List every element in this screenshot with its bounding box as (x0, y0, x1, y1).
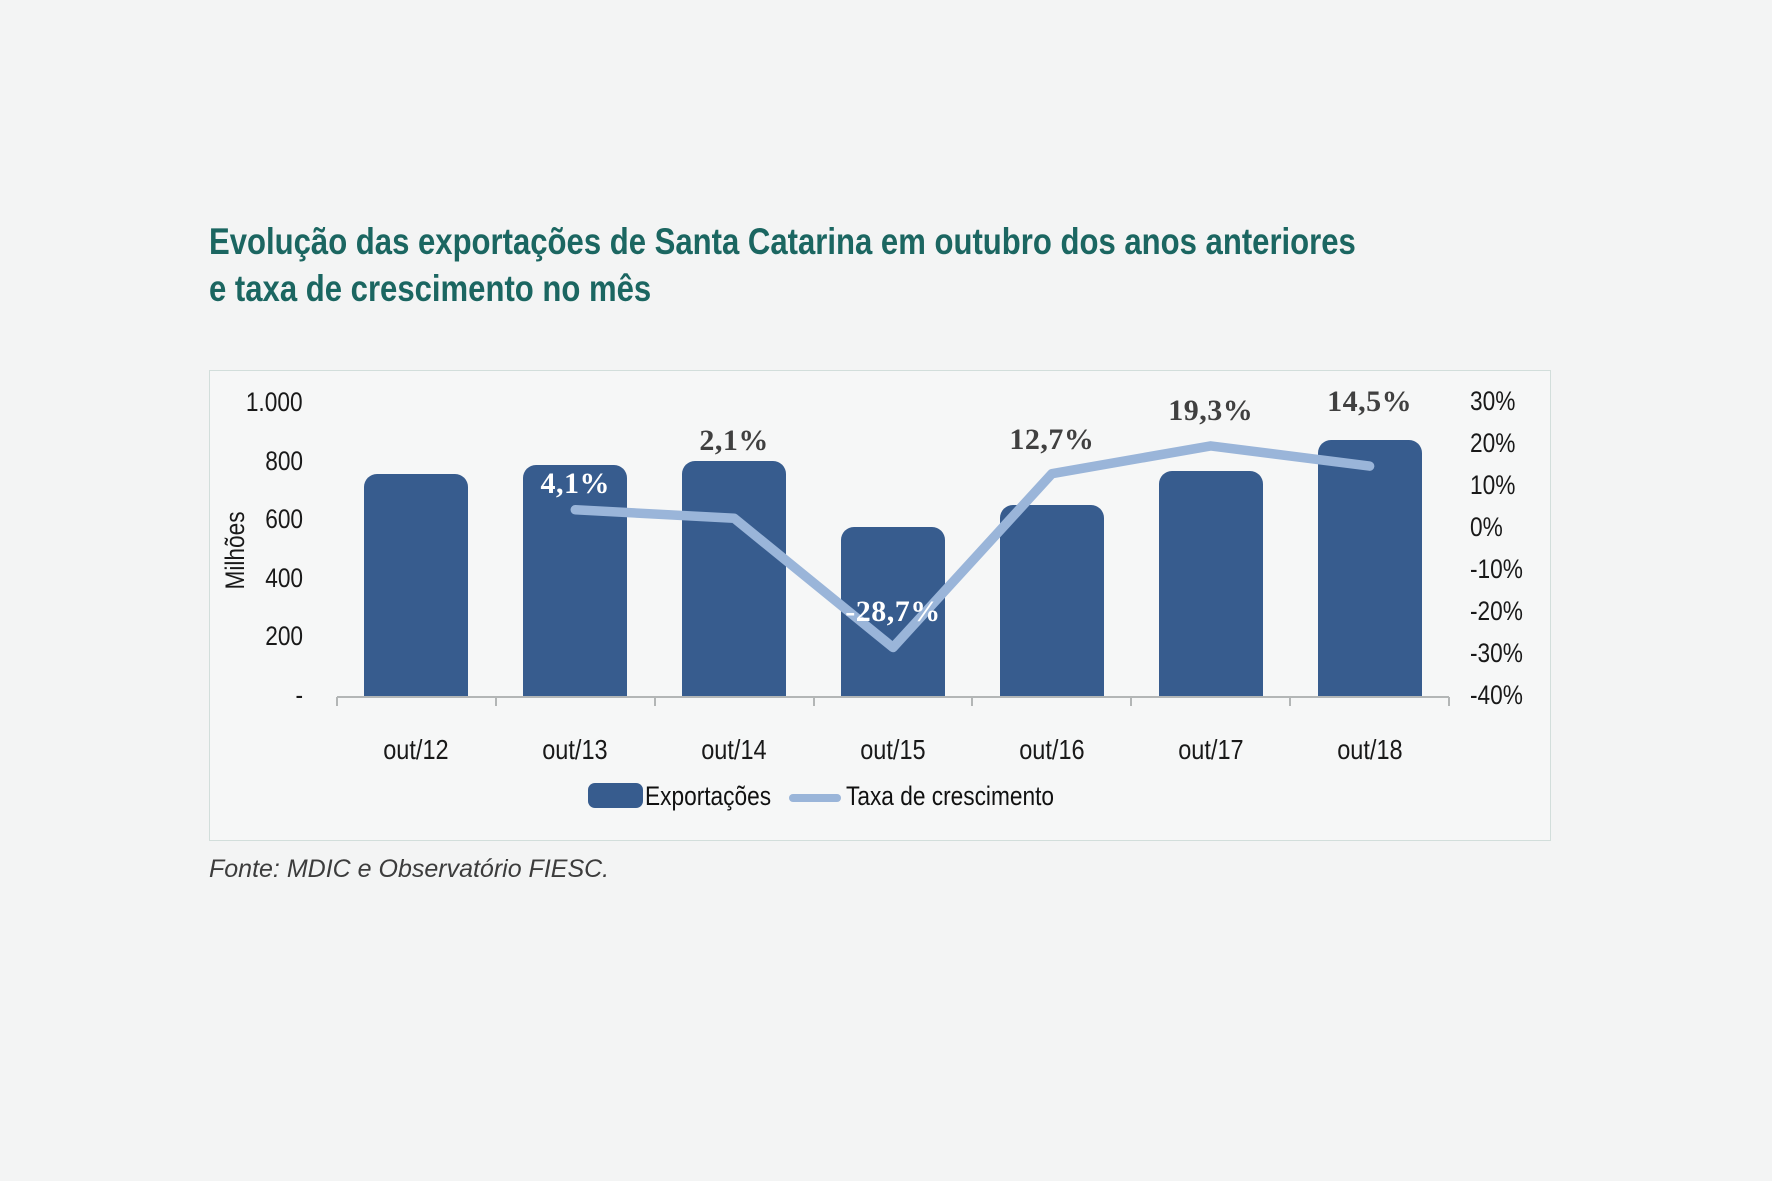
category-label: out/12 (383, 734, 450, 765)
right-axis-tick-label: 10% (1470, 470, 1516, 500)
left-axis-tick-label: - (295, 680, 303, 710)
left-axis-tick-label: 1.000 (246, 387, 303, 417)
x-axis-tick (1448, 697, 1450, 706)
left-axis-tick-label: 200 (265, 621, 303, 652)
growth-data-label: 4,1% (540, 467, 611, 500)
right-axis-tick-label: -10% (1470, 554, 1523, 584)
x-axis-tick (336, 697, 338, 706)
export-bar (1317, 440, 1422, 696)
legend-growth-label: Taxa de crescimento (846, 781, 1055, 811)
chart-title-line1: Evolução das exportações de Santa Catari… (209, 221, 1356, 262)
export-bar (999, 504, 1104, 696)
growth-data-label: -28,7% (845, 595, 941, 628)
export-bar (364, 473, 469, 696)
x-axis-tick (1289, 697, 1292, 706)
chart-title: Evolução das exportações de Santa Catari… (209, 218, 1459, 312)
x-axis-tick (971, 697, 974, 706)
category-label: out/15 (860, 734, 926, 765)
left-axis-tick-label: 800 (265, 445, 303, 476)
category-label: out/18 (1336, 734, 1403, 765)
growth-data-label: 2,1% (699, 424, 769, 457)
right-axis-tick-label: -20% (1470, 596, 1523, 626)
legend-exports-label: Exportações (645, 781, 772, 811)
right-axis-tick-label: -30% (1470, 638, 1523, 668)
source-note: Fonte: MDIC e Observatório FIESC. (209, 855, 610, 883)
legend-growth-line-swatch (789, 794, 841, 802)
right-axis-tick-label: 30% (1470, 386, 1516, 416)
right-axis-tick-label: -40% (1470, 680, 1523, 710)
export-bar (1158, 470, 1263, 696)
right-axis-tick-label: 0% (1470, 512, 1503, 542)
x-axis-tick (494, 697, 497, 706)
x-axis-line (337, 696, 1449, 698)
category-label: out/17 (1177, 734, 1244, 765)
export-bar (682, 460, 787, 696)
legend-exports-swatch (588, 783, 643, 808)
right-axis-tick-label: 20% (1470, 428, 1516, 458)
left-axis-tick-label: 600 (265, 504, 303, 535)
chart-title-line2: e taxa de crescimento no mês (209, 268, 652, 309)
x-axis-tick (1130, 697, 1133, 706)
category-label: out/13 (542, 734, 608, 765)
growth-data-label: 14,5% (1327, 385, 1413, 418)
growth-data-label: 12,7% (1009, 423, 1095, 456)
category-label: out/16 (1019, 734, 1085, 765)
category-label: out/14 (701, 734, 767, 765)
x-axis-tick (653, 697, 656, 706)
growth-data-label: 19,3% (1168, 394, 1254, 427)
left-axis-tick-label: 400 (265, 562, 303, 593)
x-axis-tick (812, 697, 815, 706)
